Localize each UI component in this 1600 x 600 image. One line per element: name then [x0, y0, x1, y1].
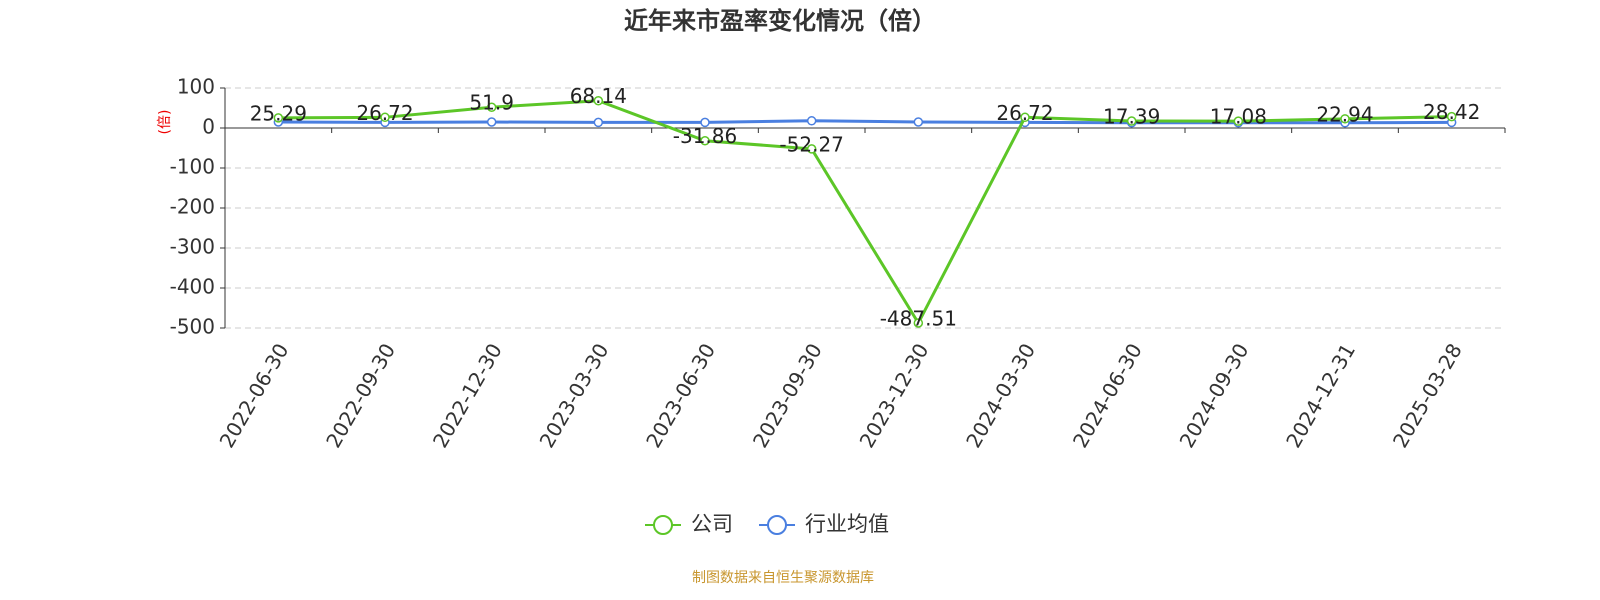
- data-point: [700, 117, 710, 128]
- y-tick-label: 100: [177, 75, 215, 99]
- series-line: [278, 119, 1452, 125]
- y-tick-label: 0: [202, 115, 215, 139]
- data-point: [806, 116, 817, 126]
- data-point: [913, 318, 924, 328]
- y-tick-label: -100: [170, 155, 215, 179]
- data-point: [806, 144, 817, 154]
- data-point: [1340, 114, 1350, 124]
- data-point: [273, 113, 284, 123]
- data-label: -52.27: [779, 132, 843, 156]
- chart-title: 近年来市盈率变化情况（倍）: [624, 7, 936, 35]
- x-tick-label: 2022-09-30: [321, 339, 400, 452]
- data-point: [593, 95, 604, 106]
- data-point: [1126, 116, 1137, 126]
- data-point: [913, 117, 924, 127]
- data-point: [593, 117, 604, 128]
- data-label: 25.29: [250, 101, 307, 125]
- data-label: -487.51: [880, 307, 957, 331]
- x-tick-label: 2023-09-30: [748, 339, 827, 452]
- y-tick-label: -500: [170, 315, 215, 339]
- x-tick-label: 2022-12-30: [428, 339, 507, 452]
- x-tick-label: 2024-03-30: [961, 339, 1040, 452]
- x-tick-label: 2023-12-30: [855, 339, 934, 452]
- data-label: 26.72: [356, 101, 413, 125]
- x-tick-label: 2025-03-28: [1388, 339, 1467, 452]
- data-point: [486, 102, 497, 112]
- legend-label: 行业均值: [805, 512, 889, 536]
- data-label: 26.72: [996, 101, 1053, 125]
- legend-label: 公司: [691, 512, 733, 536]
- x-tick-label: 2024-09-30: [1175, 339, 1254, 452]
- data-label: 22.94: [1316, 102, 1373, 126]
- data-point: [700, 135, 710, 146]
- x-tick-label: 2023-06-30: [641, 339, 720, 452]
- data-label: 28.42: [1423, 100, 1480, 124]
- data-point: [486, 117, 497, 127]
- source-note: 制图数据来自恒生聚源数据库: [692, 570, 874, 586]
- x-tick-label: 2024-12-31: [1281, 339, 1360, 452]
- x-tick-label: 2024-06-30: [1068, 339, 1147, 452]
- data-label: 17.08: [1210, 105, 1267, 129]
- data-label: 51.9: [469, 91, 514, 115]
- x-tick-label: 2023-03-30: [535, 339, 614, 452]
- legend-marker: [653, 515, 673, 535]
- data-point: [1020, 112, 1030, 123]
- y-tick-label: -200: [170, 195, 215, 219]
- data-point: [1233, 116, 1244, 126]
- y-tick-label: -400: [170, 275, 215, 299]
- data-point: [380, 112, 390, 123]
- y-tick-label: -300: [170, 235, 215, 259]
- y-axis-label: (倍): [157, 110, 173, 135]
- data-point: [1446, 111, 1457, 122]
- x-tick-label: 2022-06-30: [215, 339, 294, 452]
- data-label: -31.86: [673, 124, 737, 148]
- series-line: [278, 99, 1452, 327]
- data-label: 68.14: [570, 84, 627, 108]
- legend-marker: [767, 515, 787, 535]
- data-label: 17.39: [1103, 105, 1160, 129]
